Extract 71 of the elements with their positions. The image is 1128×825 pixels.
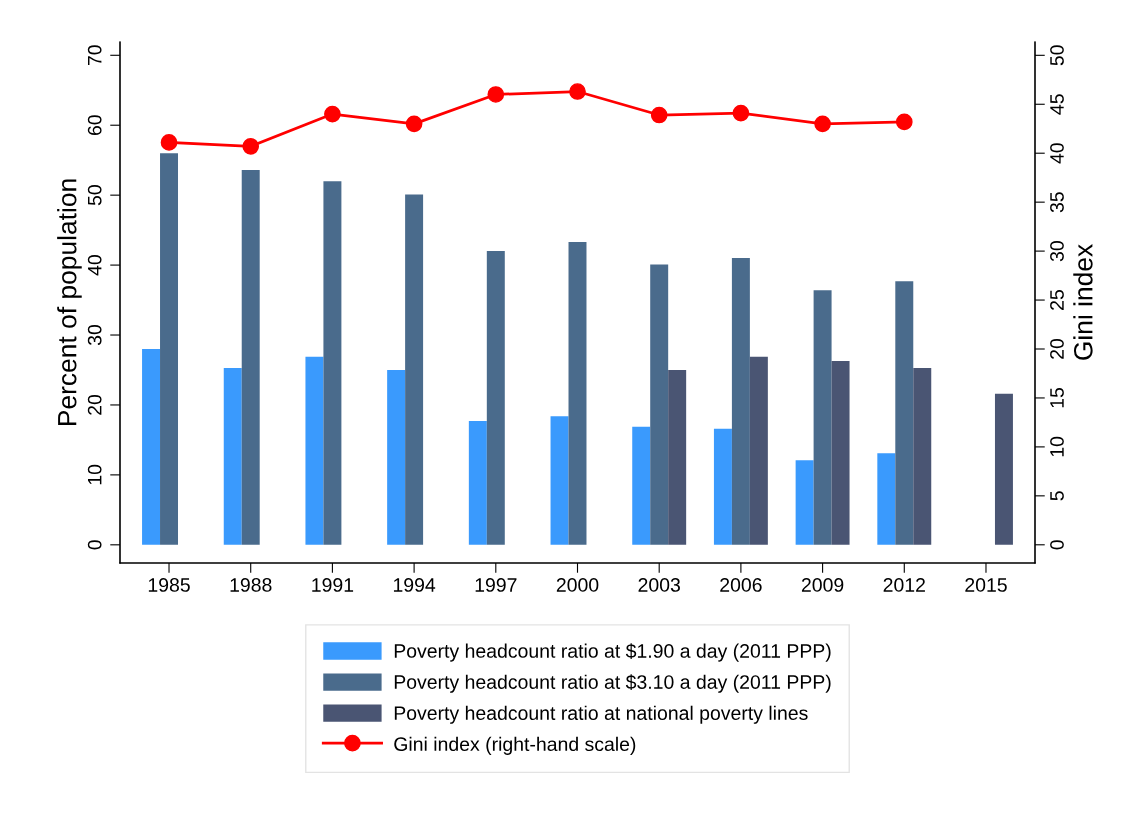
y2-tick-label: 25	[1050, 290, 1064, 310]
bar	[387, 369, 406, 545]
bar	[468, 421, 487, 545]
y2-tick-label: 5	[1050, 491, 1064, 501]
point	[569, 83, 586, 100]
point	[405, 115, 423, 133]
x-tick-label: 2015	[965, 578, 1007, 592]
x-tick-label: 1991	[312, 578, 354, 592]
point	[732, 104, 750, 122]
point	[160, 134, 178, 151]
bar	[223, 367, 242, 545]
bar	[831, 360, 850, 545]
x-tick-label: 2000	[556, 578, 599, 592]
y-axis-title: Percent of population	[57, 179, 82, 426]
x-tick-label: 2006	[720, 578, 762, 592]
x-tick-label: 1997	[475, 578, 517, 592]
bar	[994, 393, 1013, 545]
y2-tick-label: 40	[1050, 143, 1064, 164]
y2-tick-label: 20	[1050, 338, 1064, 359]
x-tick-label: 1985	[148, 578, 190, 592]
bar	[668, 369, 687, 545]
y2-axis-title: Gini index	[1073, 244, 1093, 360]
y2-tick-label: 35	[1050, 192, 1064, 213]
bar	[913, 367, 932, 545]
y-tick-label: 70	[87, 45, 102, 66]
y-tick-label: 0	[87, 540, 102, 550]
y-tick-label: 10	[87, 464, 102, 485]
y2-tick-label: 0	[1050, 540, 1064, 550]
bar	[895, 281, 914, 545]
legend-label: Poverty headcount ratio at national poverty lines	[394, 705, 808, 724]
y2-tick-label: 30	[1050, 241, 1064, 262]
point	[895, 113, 913, 131]
bar	[713, 428, 732, 545]
bar	[568, 242, 587, 545]
point	[242, 138, 260, 155]
bar	[305, 356, 324, 545]
bar	[160, 153, 178, 545]
legend-label: Poverty headcount ratio at $3.10 a day (2011 PPP)	[394, 674, 831, 693]
bar	[550, 416, 569, 545]
bar	[795, 460, 814, 545]
bar	[731, 258, 750, 545]
y-tick-label: 50	[87, 185, 102, 206]
x-tick-label: 2012	[883, 578, 925, 592]
y2-tick-label: 45	[1050, 94, 1064, 115]
y2-tick-label: 50	[1050, 45, 1064, 66]
bar	[241, 169, 260, 545]
x-tick-label: 2003	[638, 578, 680, 592]
bar	[632, 426, 651, 545]
legend-label: Gini index (right-hand scale)	[394, 736, 636, 755]
bar	[813, 290, 832, 545]
y-tick-label: 30	[87, 324, 102, 346]
y-tick-label: 20	[87, 394, 102, 415]
point	[814, 115, 831, 133]
y2-tick-label: 10	[1050, 436, 1064, 457]
point	[650, 106, 668, 124]
bar	[405, 194, 424, 545]
bar	[749, 356, 768, 545]
x-tick-label: 1994	[393, 578, 436, 592]
point	[487, 86, 505, 103]
bar	[650, 264, 669, 545]
x-tick-label: 2009	[801, 578, 844, 592]
point	[324, 105, 341, 123]
y-tick-label: 60	[87, 115, 102, 136]
bar	[323, 181, 342, 545]
bar	[877, 453, 896, 545]
bar	[142, 349, 161, 545]
legend-label: Poverty headcount ratio at $1.90 a day (2011 PPP)	[394, 643, 831, 662]
y-tick-label: 40	[87, 255, 102, 276]
x-tick-label: 1988	[230, 578, 272, 592]
y2-tick-label: 15	[1050, 387, 1064, 408]
bar	[486, 251, 505, 545]
